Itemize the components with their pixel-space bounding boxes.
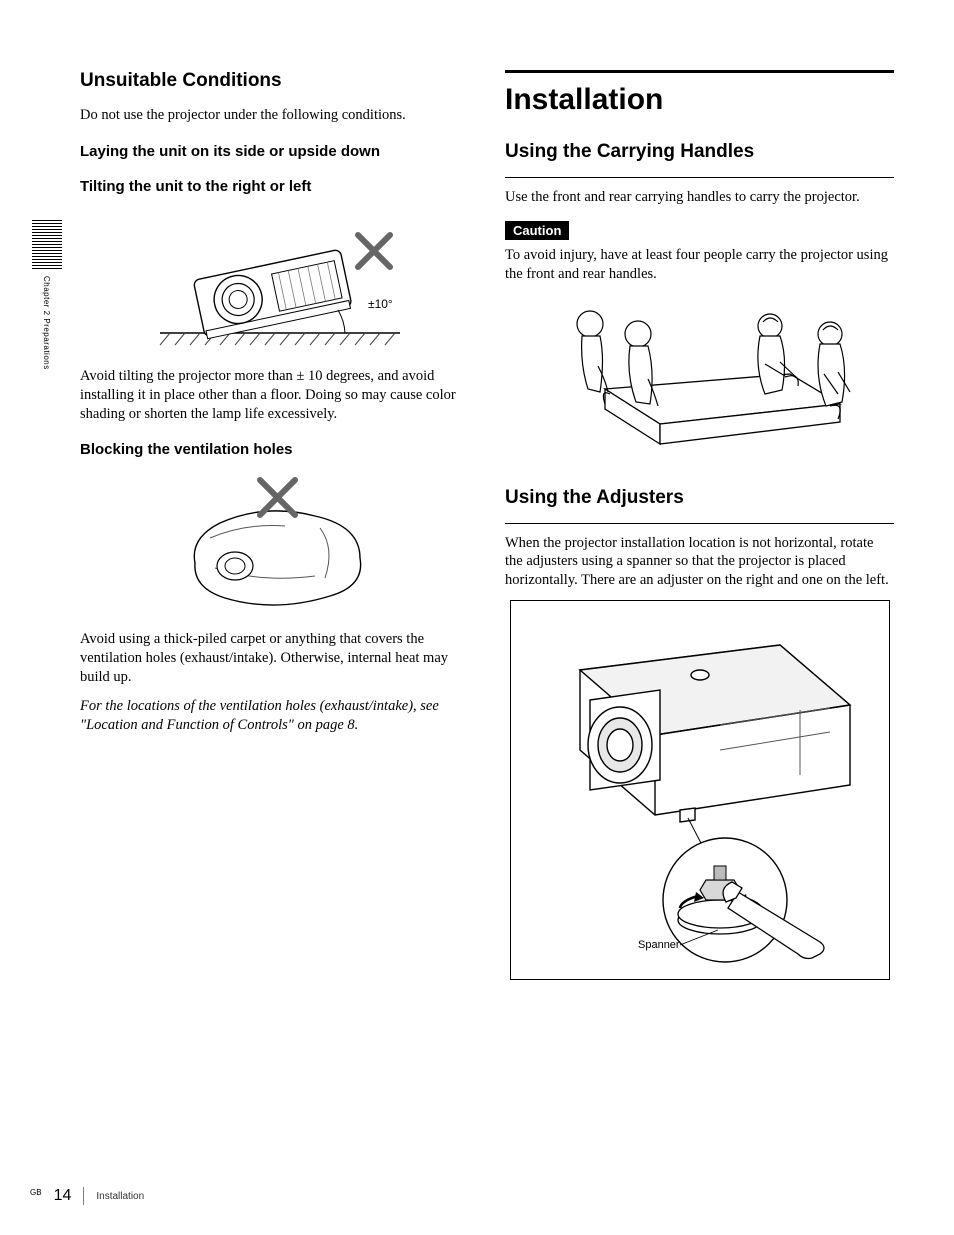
footer-page-number: 14 <box>54 1187 72 1205</box>
caution-badge: Caution <box>505 221 569 240</box>
figure-adjusters: Spanner <box>505 600 894 980</box>
content-columns: Unsuitable Conditions Do not use the pro… <box>80 70 894 992</box>
chapter-tab: Chapter 2 Preparations <box>32 220 62 400</box>
left-column: Unsuitable Conditions Do not use the pro… <box>80 70 469 992</box>
tilt-angle-label: ±10° <box>368 297 393 311</box>
heading-blocking-vents: Blocking the ventilation holes <box>80 441 469 458</box>
vent-reference-text: For the locations of the ventilation hol… <box>80 697 469 735</box>
section-rule-1 <box>505 177 894 178</box>
footer-lang: GB <box>30 1188 42 1197</box>
heading-carrying-handles: Using the Carrying Handles <box>505 141 894 163</box>
figure-blocked-vents <box>80 468 469 618</box>
heading-installation: Installation <box>505 83 894 117</box>
footer-section: Installation <box>96 1191 144 1202</box>
page-footer: GB 14 Installation <box>30 1187 144 1205</box>
footer-separator <box>83 1187 84 1205</box>
figure-carrying <box>505 294 894 469</box>
vent-body-text: Avoid using a thick-piled carpet or anyt… <box>80 630 469 687</box>
intro-text: Do not use the projector under the follo… <box>80 106 469 125</box>
caution-body-text: To avoid injury, have at least four peop… <box>505 246 894 284</box>
heading-tilting: Tilting the unit to the right or left <box>80 178 469 195</box>
title-rule <box>505 70 894 73</box>
heading-unsuitable-conditions: Unsuitable Conditions <box>80 70 469 92</box>
tilt-body-text: Avoid tilting the projector more than ± … <box>80 367 469 424</box>
tab-decoration-lines <box>32 220 62 270</box>
right-column: Installation Using the Carrying Handles … <box>505 70 894 992</box>
chapter-tab-label: Chapter 2 Preparations <box>42 276 51 370</box>
figure-tilted-projector: ±10° <box>80 205 469 355</box>
carry-body-text: Use the front and rear carrying handles … <box>505 188 894 207</box>
section-rule-2 <box>505 523 894 524</box>
heading-laying-side: Laying the unit on its side or upside do… <box>80 143 469 160</box>
heading-adjusters: Using the Adjusters <box>505 487 894 509</box>
adjust-body-text: When the projector installation location… <box>505 534 894 591</box>
spanner-label: Spanner <box>638 939 680 951</box>
